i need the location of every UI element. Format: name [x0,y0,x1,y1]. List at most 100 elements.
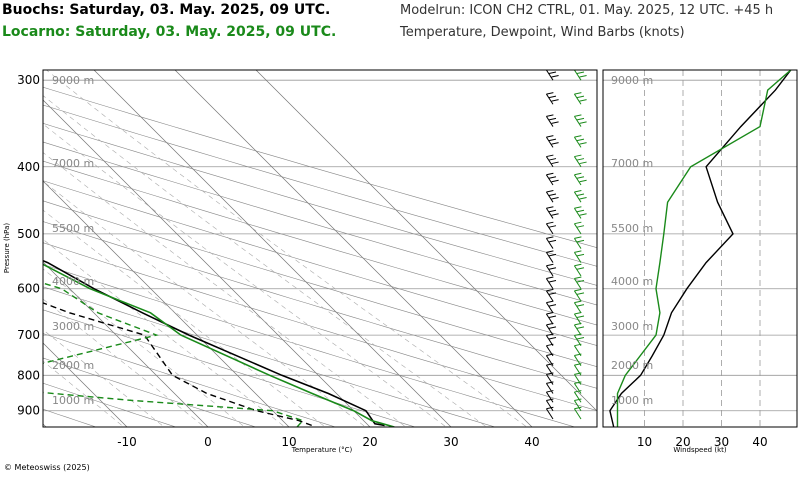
wind-barb-station1 [545,206,559,219]
moist-adiabat [43,298,205,427]
moist-adiabat [43,123,447,427]
wind-barb-station1 [545,172,559,186]
pressure-tick-label: 600 [17,282,40,296]
dry-adiabat [43,160,597,326]
altitude-label: 3000 m [52,320,94,333]
pressure-tick-label: 500 [17,227,40,241]
wind-altitude-label: 5500 m [611,222,653,235]
wind-profile-frame [602,69,798,428]
isotherm [43,180,290,427]
wind-altitude-label: 1000 m [611,394,653,407]
windspeed-line-station2 [616,70,792,427]
x-axis-label: Temperature (°C) [291,446,353,454]
wind-barb-station1 [545,263,557,277]
temperature-tick-label: 0 [204,435,212,449]
wind-barb-station2 [573,372,582,385]
wind-barb-station1 [545,390,554,403]
dry-adiabat [43,221,597,389]
altitude-label: 2000 m [52,359,94,372]
isotherm [43,342,128,427]
wind-barb-station2 [573,250,585,263]
wind-barb-station1 [545,322,557,336]
skew-t-series [43,259,395,427]
wind-barb-station1 [545,381,554,394]
isotherm [43,261,209,427]
wind-barb-station1 [545,311,557,325]
wind-barb-station1 [545,70,559,81]
skew-t-grid [43,70,597,427]
wind-barb-station2 [573,322,585,336]
wind-barb-station2 [573,311,585,325]
dry-adiabat [43,123,597,286]
wind-altitude-label: 4000 m [611,275,653,288]
wind-barb-station2 [573,263,585,277]
pressure-tick-label: 800 [17,368,40,382]
wind-barb-station1 [545,406,554,420]
wind-barb-station1 [545,288,557,302]
altitude-label: 9000 m [52,74,94,87]
copyright-text: © Meteoswiss (2025) [4,463,90,472]
moist-adiabat [43,95,487,427]
altitude-label: 5500 m [52,222,94,235]
wind-barbs [545,70,587,420]
wind-barb-station2 [573,172,587,186]
pressure-tick-label: 700 [17,328,40,342]
dry-adiabat [43,180,597,346]
isotherm [174,70,533,427]
pressure-tick-label: 900 [17,404,40,418]
wind-barb-station2 [573,406,582,420]
isotherm [93,70,452,427]
isotherm [255,70,597,412]
dewpoint-line-station2 [43,282,305,427]
windspeed-tick-label: 20 [675,435,690,449]
pressure-tick-label: 300 [17,73,40,87]
wind-barb-station2 [573,398,582,412]
wind-altitude-label: 2000 m [611,359,653,372]
wind-barb-station2 [573,288,585,302]
wind-barb-station1 [545,236,557,249]
wind-barb-station1 [545,372,554,385]
dry-adiabat [43,357,256,427]
dry-adiabat [43,104,597,267]
wind-barb-station1 [545,221,557,235]
temperature-tick-label: 20 [362,435,377,449]
wind-altitude-label: 9000 m [611,74,653,87]
chart-description: Temperature, Dewpoint, Wind Barbs (knots… [400,25,685,40]
moist-adiabat [43,268,246,427]
chart-labels: 300 400 500 600 700 800 900 -10 0 10 20 30 40 10 20 30 4… [3,73,768,454]
wind-barb-station1 [545,398,554,412]
wind-barb-station1 [545,154,559,168]
wind-barb-station2 [573,154,587,168]
wind-barb-station1 [545,190,559,203]
wind-altitude-label: 3000 m [611,320,653,333]
isotherm [43,99,371,427]
windspeed-tick-label: 10 [637,435,652,449]
pressure-tick-label: 400 [17,160,40,174]
station1-title: Buochs: Saturday, 03. May. 2025, 09 UTC. [2,2,331,18]
wind-barb-station2 [573,300,585,314]
altitude-label: 7000 m [52,157,94,170]
altitude-label: 4000 m [52,275,94,288]
wind-profile-series [609,70,792,427]
dry-adiabat [43,264,575,427]
windspeed-tick-label: 40 [752,435,767,449]
dry-adiabat [43,333,336,427]
temperature-tick-label: 30 [443,435,458,449]
wind-barb-station2 [573,333,585,346]
wind-barb-station1 [545,114,559,127]
dry-adiabat [43,242,597,411]
y-axis-label: Pressure (hPa) [3,223,11,273]
windspeed-tick-label: 30 [714,435,729,449]
windspeed-line-station1 [609,70,792,427]
skew-t-frame [42,69,598,428]
wind-barb-station1 [545,276,557,290]
moist-adiabat [46,70,528,427]
altitude-label: 1000 m [52,394,94,407]
moist-adiabat [43,209,326,427]
wind-barb-station2 [573,381,582,394]
dry-adiabat [43,200,597,368]
wind-barb-station2 [573,92,587,105]
station2-title: Locarno: Saturday, 03. May. 2025, 09 UTC… [2,24,337,40]
wind-barb-station2 [573,135,587,148]
temperature-line-station2 [43,263,395,427]
